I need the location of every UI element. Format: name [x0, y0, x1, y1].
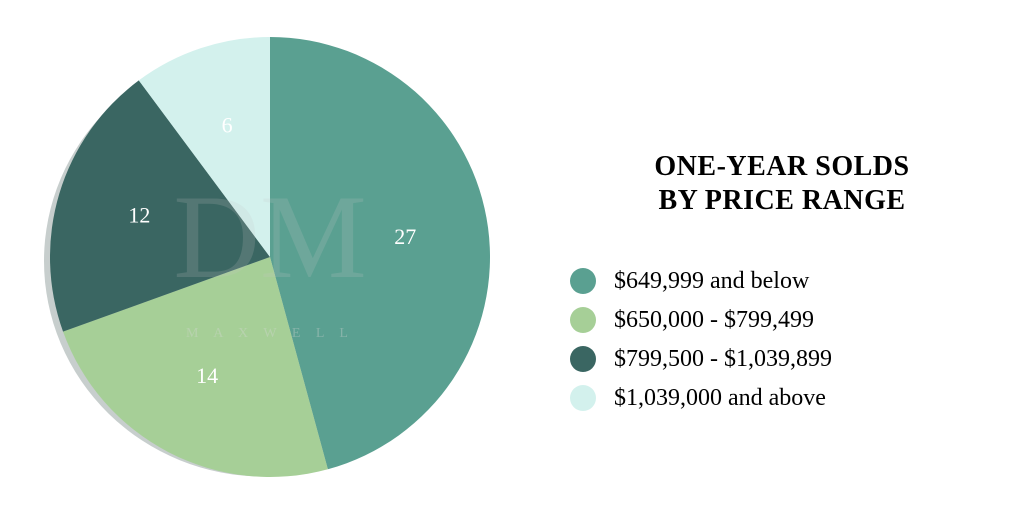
legend-swatch-range-2 [570, 307, 596, 333]
watermark-logo: DM [173, 170, 366, 303]
legend-area: ONE-YEAR SOLDS BY PRICE RANGE $649,999 a… [540, 90, 1024, 423]
legend-item-range-4: $1,039,000 and above [570, 385, 994, 412]
slice-value-range-2: 14 [196, 363, 218, 388]
legend-swatch-range-3 [570, 346, 596, 372]
slice-value-range-1: 27 [394, 224, 416, 249]
pie-chart-area: DM M A X W E L L 27 14 12 6 [0, 0, 540, 514]
legend-label-range-4: $1,039,000 and above [614, 385, 826, 412]
slice-value-range-4: 6 [222, 113, 233, 138]
legend-label-range-3: $799,500 - $1,039,899 [614, 346, 832, 373]
legend-swatch-range-1 [570, 268, 596, 294]
watermark-text: M A X W E L L [186, 326, 354, 341]
legend-list: $649,999 and below $650,000 - $799,499 $79… [570, 268, 994, 412]
legend-item-range-1: $649,999 and below [570, 268, 994, 295]
legend-label-range-1: $649,999 and below [614, 268, 809, 295]
chart-title: ONE-YEAR SOLDS BY PRICE RANGE [570, 150, 994, 217]
legend-item-range-2: $650,000 - $799,499 [570, 307, 994, 334]
legend-swatch-range-4 [570, 385, 596, 411]
chart-title-line1: ONE-YEAR SOLDS [654, 151, 909, 182]
slice-value-range-3: 12 [128, 203, 150, 228]
legend-item-range-3: $799,500 - $1,039,899 [570, 346, 994, 373]
chart-title-line2: BY PRICE RANGE [658, 185, 905, 216]
legend-label-range-2: $650,000 - $799,499 [614, 307, 814, 334]
pie-chart-svg: DM M A X W E L L 27 14 12 6 [10, 0, 530, 517]
